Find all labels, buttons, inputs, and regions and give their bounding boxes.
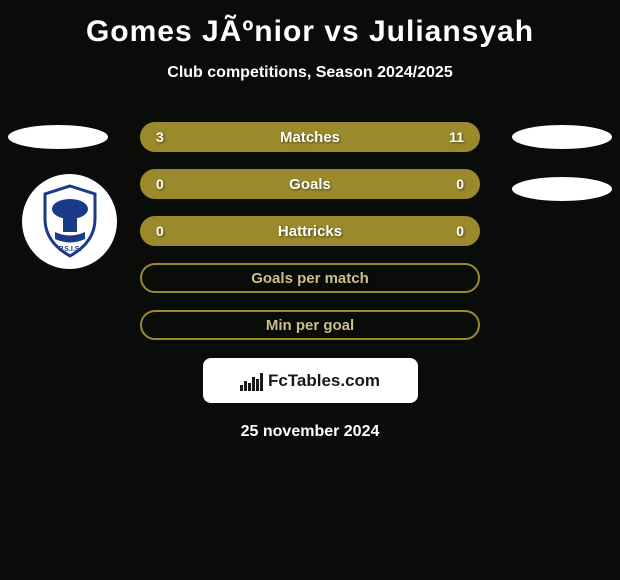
watermark-box: FcTables.com bbox=[203, 358, 418, 403]
stat-value-right: 0 bbox=[444, 176, 464, 192]
stat-label: Min per goal bbox=[266, 317, 354, 334]
page-subtitle: Club competitions, Season 2024/2025 bbox=[167, 64, 452, 82]
club-logo: P.S.I.S. bbox=[22, 174, 117, 269]
club-logo-inner: P.S.I.S. bbox=[35, 184, 105, 259]
stat-row-matches: 3 Matches 11 bbox=[140, 122, 480, 152]
stat-value-left: 0 bbox=[156, 223, 176, 239]
svg-text:P.S.I.S.: P.S.I.S. bbox=[58, 246, 81, 253]
player-placeholder-left bbox=[8, 125, 108, 149]
player-placeholder-right-1 bbox=[512, 125, 612, 149]
page-title: Gomes JÃºnior vs Juliansyah bbox=[86, 15, 534, 49]
stat-row-hattricks: 0 Hattricks 0 bbox=[140, 216, 480, 246]
stat-label: Hattricks bbox=[278, 223, 342, 240]
stat-value-left: 3 bbox=[156, 129, 176, 145]
stat-label: Goals per match bbox=[251, 270, 369, 287]
stat-row-goals: 0 Goals 0 bbox=[140, 169, 480, 199]
player-placeholder-right-2 bbox=[512, 177, 612, 201]
main-container: Gomes JÃºnior vs Juliansyah Club competi… bbox=[0, 0, 620, 451]
stat-row-goals-per-match: Goals per match bbox=[140, 263, 480, 293]
stat-row-min-per-goal: Min per goal bbox=[140, 310, 480, 340]
stat-value-left: 0 bbox=[156, 176, 176, 192]
watermark-text: FcTables.com bbox=[268, 371, 380, 391]
stats-area: P.S.I.S. 3 Matches 11 0 Goals 0 0 Hattri… bbox=[0, 122, 620, 340]
date-text: 25 november 2024 bbox=[241, 423, 380, 441]
chart-bars-icon bbox=[240, 371, 263, 391]
stats-column: 3 Matches 11 0 Goals 0 0 Hattricks 0 Goa… bbox=[140, 122, 480, 340]
stat-value-right: 0 bbox=[444, 223, 464, 239]
stat-label: Matches bbox=[280, 129, 340, 146]
stat-label: Goals bbox=[289, 176, 331, 193]
shield-icon: P.S.I.S. bbox=[35, 184, 105, 259]
stat-value-right: 11 bbox=[444, 129, 464, 145]
